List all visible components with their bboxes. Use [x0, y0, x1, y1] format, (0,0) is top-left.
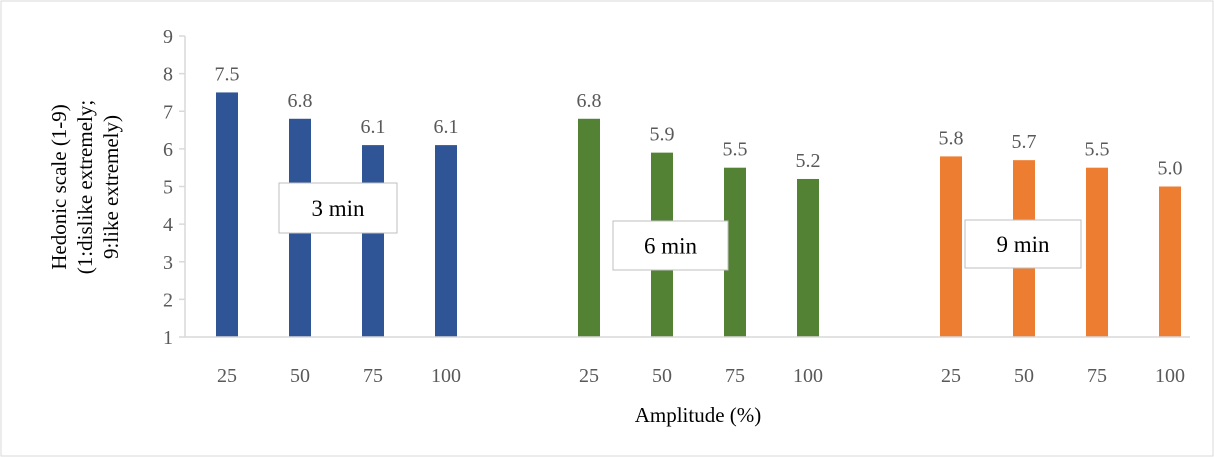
x-tick-label: 25	[217, 365, 237, 387]
y-axis-title-line: 9:like extremely)	[99, 115, 123, 259]
group-label: 9 min	[996, 232, 1050, 257]
data-label: 5.7	[1012, 131, 1037, 153]
x-tick-label: 100	[431, 365, 461, 387]
y-axis-ticks: 1 2 3 4 5 6 7 8 9	[163, 26, 185, 349]
data-label: 5.2	[796, 150, 821, 172]
bar	[1086, 167, 1108, 337]
data-label: 5.0	[1158, 158, 1183, 180]
group-label-box	[964, 219, 1082, 269]
bar	[216, 92, 238, 337]
x-tick-label: 50	[652, 365, 672, 387]
group-label: 3 min	[311, 196, 365, 221]
bar	[797, 178, 819, 337]
y-axis-title-line: (1:dislike extremely;	[73, 100, 97, 274]
bar	[1159, 186, 1181, 337]
data-label: 5.8	[939, 127, 964, 149]
x-tick-label: 100	[793, 365, 823, 387]
data-label: 6.1	[434, 116, 459, 138]
x-tick-label: 75	[725, 365, 745, 387]
x-tick-label: 25	[941, 365, 961, 387]
y-axis-title: Hedonic scale (1-9) (1:dislike extremely;…	[47, 100, 123, 274]
x-axis-title: Amplitude (%)	[635, 403, 762, 427]
x-tick-label: 25	[579, 365, 599, 387]
y-tick-label: 2	[163, 289, 173, 311]
bar	[724, 167, 746, 337]
y-tick-label: 7	[163, 101, 173, 123]
x-tick-label: 75	[1087, 365, 1107, 387]
y-axis-title-line: Hedonic scale (1-9)	[47, 104, 71, 270]
data-label: 5.5	[723, 139, 748, 161]
y-tick-label: 6	[163, 139, 173, 161]
y-tick-label: 1	[163, 327, 173, 349]
y-tick-label: 3	[163, 252, 173, 274]
group-labels: 3 min 6 min 9 min	[278, 182, 1082, 271]
data-label: 6.8	[577, 90, 602, 112]
bars	[216, 92, 1181, 338]
group-label-box	[612, 220, 729, 271]
x-tick-label: 100	[1155, 365, 1185, 387]
group-label: 6 min	[644, 234, 698, 259]
y-tick-label: 8	[163, 64, 173, 86]
data-label: 6.1	[361, 116, 386, 138]
x-tick-label: 75	[363, 365, 383, 387]
y-tick-label: 9	[163, 26, 173, 48]
x-tick-label: 50	[290, 365, 310, 387]
data-label: 5.5	[1085, 139, 1110, 161]
bar	[940, 156, 962, 337]
bar	[362, 145, 384, 337]
x-axis-ticks: 25 50 75 100 25 50 75 100 25 50 75 100	[217, 365, 1185, 387]
group-label-box	[278, 182, 398, 234]
x-tick-label: 50	[1014, 365, 1034, 387]
data-label: 5.9	[650, 124, 675, 146]
data-label: 6.8	[288, 90, 313, 112]
y-tick-label: 4	[163, 214, 173, 236]
data-label: 7.5	[215, 63, 240, 85]
data-labels: 7.5 6.8 6.1 6.1 6.8 5.9 5.5 5.2 5.8 5.7 5.5 5.0	[215, 63, 1183, 179]
bar	[435, 145, 457, 337]
bar	[578, 118, 600, 338]
y-tick-label: 5	[163, 177, 173, 199]
